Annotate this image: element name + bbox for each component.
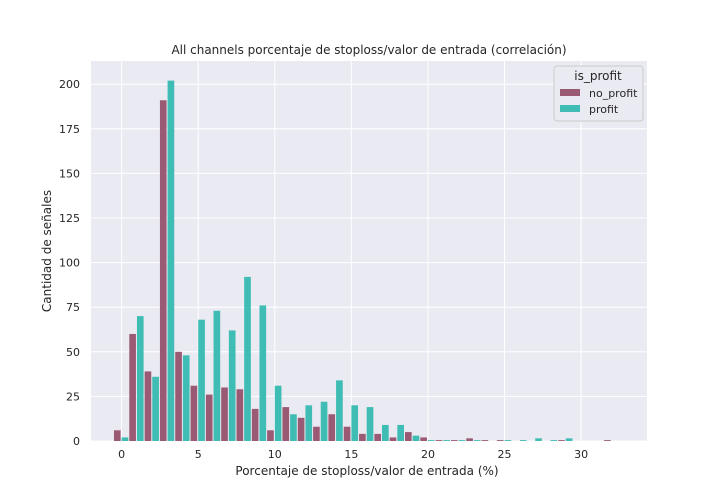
bar-no-profit: [190, 385, 198, 441]
bar-no-profit: [113, 430, 121, 441]
bar-profit: [336, 380, 343, 441]
bar-profit: [305, 405, 313, 441]
y-tick-label: 200: [59, 78, 80, 91]
bar-no-profit: [604, 440, 611, 441]
legend-label-profit: profit: [589, 103, 619, 116]
bar-profit: [167, 80, 175, 441]
bar-profit: [274, 385, 282, 441]
bar-profit: [412, 435, 420, 441]
bar-no-profit: [420, 437, 427, 441]
bar-no-profit: [221, 387, 228, 441]
bar-no-profit: [267, 430, 274, 441]
y-axis-label: Cantidad de señales: [40, 190, 54, 312]
bar-profit: [519, 440, 527, 441]
bar-no-profit: [205, 394, 213, 441]
bar-no-profit: [297, 417, 305, 441]
bar-no-profit: [450, 440, 458, 441]
x-tick-label: 0: [118, 448, 125, 461]
bar-profit: [535, 438, 542, 441]
bar-no-profit: [404, 432, 412, 441]
bar-no-profit: [328, 414, 336, 441]
y-tick-label: 150: [59, 167, 80, 180]
legend-swatch-no-profit: [560, 89, 580, 96]
x-axis: 0 5 10 15 20 25 30: [118, 448, 588, 461]
bar-profit: [366, 407, 374, 441]
x-tick-label: 5: [195, 448, 202, 461]
bar-profit: [121, 437, 129, 441]
bars: [113, 80, 611, 441]
y-tick-label: 175: [59, 123, 80, 136]
bar-profit: [182, 355, 190, 441]
bar-profit: [259, 305, 267, 441]
bar-profit: [198, 319, 205, 441]
legend-label-no-profit: no_profit: [589, 87, 638, 100]
bar-no-profit: [313, 426, 320, 441]
bar-no-profit: [343, 426, 351, 441]
bar-profit: [152, 376, 159, 441]
bar-no-profit: [435, 440, 443, 441]
bar-profit: [382, 424, 389, 441]
bar-profit: [351, 405, 359, 441]
bar-no-profit: [466, 438, 473, 441]
bar-no-profit: [496, 440, 504, 441]
bar-no-profit: [282, 407, 290, 441]
x-tick-label: 10: [268, 448, 282, 461]
bar-no-profit: [481, 440, 489, 441]
bar-no-profit: [389, 437, 397, 441]
legend-title: is_profit: [574, 69, 622, 83]
bar-profit: [320, 401, 328, 441]
y-tick-label: 75: [66, 301, 80, 314]
bar-profit: [458, 440, 466, 441]
y-tick-label: 125: [59, 212, 80, 225]
y-tick-label: 100: [59, 257, 80, 270]
legend: is_profit no_profit profit: [553, 65, 644, 122]
x-tick-label: 30: [574, 448, 588, 461]
bar-profit: [504, 440, 512, 441]
bar-profit: [244, 276, 251, 441]
bar-no-profit: [374, 433, 382, 441]
bar-no-profit: [175, 351, 182, 441]
bar-profit: [427, 440, 435, 441]
bar-no-profit: [251, 408, 259, 441]
bar-no-profit: [144, 371, 152, 441]
bar-profit: [565, 438, 573, 441]
y-tick-label: 25: [66, 390, 80, 403]
x-tick-label: 20: [421, 448, 435, 461]
bar-no-profit: [558, 440, 565, 441]
y-axis: 0 25 50 75 100 125 150 175 200: [59, 78, 80, 448]
bar-profit: [550, 440, 558, 441]
bar-no-profit: [159, 100, 167, 441]
bar-profit: [443, 440, 450, 441]
bar-profit: [473, 440, 481, 441]
bar-no-profit: [129, 333, 136, 441]
bar-no-profit: [236, 389, 244, 441]
y-tick-label: 50: [66, 346, 80, 359]
bar-profit: [290, 414, 297, 441]
legend-swatch-profit: [560, 105, 580, 112]
x-tick-label: 25: [498, 448, 512, 461]
x-axis-label: Porcentaje de stoploss/valor de entrada …: [235, 464, 498, 478]
bar-profit: [228, 330, 236, 441]
bar-profit: [136, 316, 144, 441]
bar-profit: [213, 310, 221, 441]
bar-no-profit: [359, 433, 366, 441]
x-tick-label: 15: [344, 448, 358, 461]
chart-title: All channels porcentaje de stoploss/valo…: [171, 43, 566, 57]
y-tick-label: 0: [73, 435, 80, 448]
bar-profit: [397, 424, 404, 441]
